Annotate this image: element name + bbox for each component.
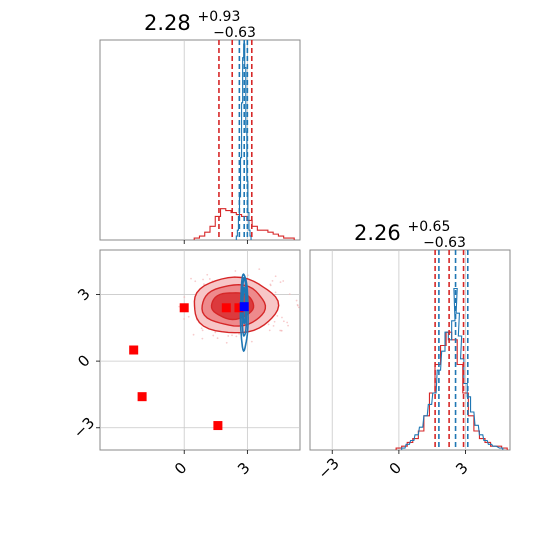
sample-point <box>183 296 186 298</box>
sample-point <box>280 329 283 332</box>
sample-point <box>250 340 253 343</box>
sample-point <box>231 334 233 337</box>
sample-point <box>273 320 276 323</box>
sample-point <box>216 337 219 340</box>
marker-red <box>137 392 147 402</box>
joint-contour-panel: 0 3 3 0 −3 <box>70 249 301 478</box>
sample-point <box>203 283 205 286</box>
sample-point <box>281 316 283 319</box>
x-tick-label: 0 <box>171 459 190 478</box>
sample-point <box>192 333 195 336</box>
sample-point <box>194 280 197 283</box>
marker-blue <box>239 302 249 312</box>
sample-point <box>227 335 230 337</box>
sample-point <box>297 306 300 309</box>
sample-point <box>202 278 204 281</box>
sample-point <box>267 323 270 326</box>
sample-point <box>214 331 217 334</box>
histogram-red-series <box>193 208 295 240</box>
y-tick-label: 3 <box>74 285 93 304</box>
y-tick-label: −3 <box>70 414 98 442</box>
x-tick-label: 3 <box>234 459 253 478</box>
sample-point <box>212 334 215 337</box>
sample-point <box>274 275 277 278</box>
sample-point <box>238 332 240 335</box>
sample-point <box>272 324 275 327</box>
y-tick-label: 0 <box>74 351 93 370</box>
sample-point <box>287 324 289 327</box>
x-tick-label: −3 <box>315 454 343 482</box>
sample-point <box>201 329 204 332</box>
marker-red <box>213 421 223 431</box>
sample-point <box>295 299 298 302</box>
sample-point <box>246 274 249 277</box>
x-tick-label: 3 <box>452 459 471 478</box>
marker-red <box>129 345 139 355</box>
sample-point <box>183 318 186 320</box>
sample-point <box>279 329 282 332</box>
sample-point <box>279 281 282 284</box>
sample-point <box>208 278 211 280</box>
marker-red <box>221 303 231 313</box>
sample-point <box>187 315 190 318</box>
sample-point <box>271 279 274 282</box>
sample-point <box>282 280 285 282</box>
sample-point <box>200 327 203 330</box>
sample-point <box>258 268 261 271</box>
sample-point <box>296 303 299 306</box>
histogram-blue-series <box>401 287 504 450</box>
sample-point <box>206 273 209 276</box>
marginal-histogram-y: −3 0 3 2.26 +0.65 −0.63 <box>309 212 511 483</box>
sample-point <box>274 291 277 294</box>
sample-point <box>234 270 237 272</box>
sample-point <box>286 321 289 324</box>
marginal-x-title: 2.28 +0.93 −0.63 <box>144 2 256 41</box>
sample-point <box>201 337 204 340</box>
marker-red <box>179 303 189 313</box>
sample-point <box>225 341 228 344</box>
marker-red <box>234 303 244 313</box>
marginal-histogram-x: 2.28 +0.93 −0.63 <box>99 2 301 244</box>
sample-point <box>288 293 291 296</box>
marginal-y-title: 2.26 +0.65 −0.63 <box>354 212 466 251</box>
sample-point <box>235 335 238 338</box>
x-tick-label: 0 <box>386 459 405 478</box>
sample-point <box>282 320 285 323</box>
sample-point <box>190 277 192 280</box>
sample-point <box>268 329 271 332</box>
sample-point <box>276 315 279 317</box>
sample-point <box>269 284 272 287</box>
